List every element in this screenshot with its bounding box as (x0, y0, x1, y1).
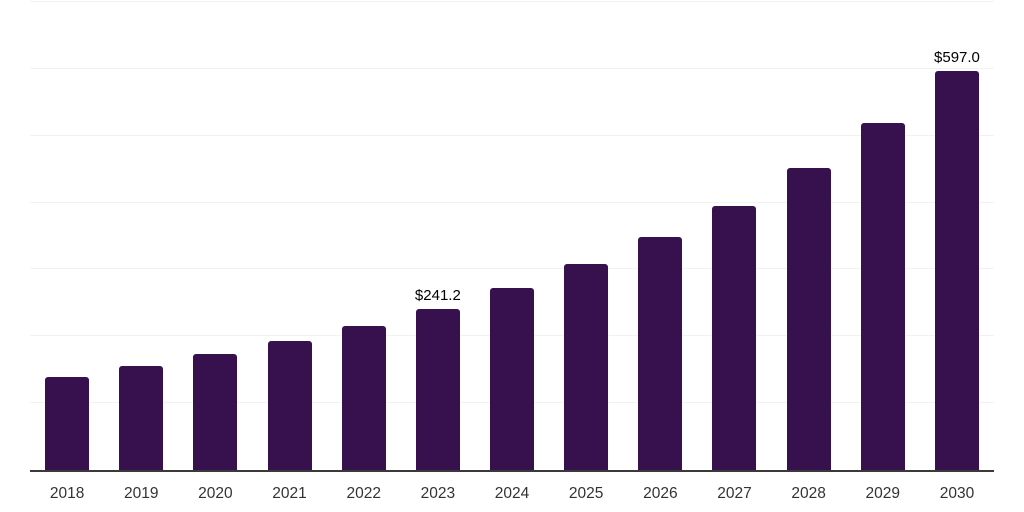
x-tick-label-2022: 2022 (346, 485, 381, 502)
bar-slot-2028 (772, 2, 846, 470)
bar-2022 (341, 325, 386, 470)
bar-2028 (786, 168, 831, 470)
bar-slot-2025 (549, 2, 623, 470)
bar-slot-2021 (252, 2, 326, 470)
bar-slot-2029 (846, 2, 920, 470)
x-tick-label-2020: 2020 (198, 485, 233, 502)
bar-slot-2023: $241.2 (401, 2, 475, 470)
x-tick-label-2019: 2019 (123, 485, 159, 502)
x-tick-label-2030: 2030 (939, 485, 975, 502)
x-axis-line (30, 470, 994, 472)
bar-2027 (712, 206, 757, 470)
x-tick-label-2027: 2027 (717, 485, 752, 502)
x-tick-label-2018: 2018 (49, 485, 85, 502)
gridline-600 (30, 67, 994, 69)
bar-value-label-2030: $597.0 (934, 48, 980, 66)
bar-slot-2022 (327, 2, 401, 470)
bar-2024 (490, 288, 535, 470)
plot-area: $241.2 $597.0 (30, 1, 994, 472)
gridline-400 (30, 201, 994, 203)
bar-2018 (45, 376, 90, 470)
bar-2020 (193, 354, 238, 470)
bar-slot-2019 (104, 2, 178, 470)
bar-slot-2030: $597.0 (920, 2, 994, 470)
bar-2029 (860, 123, 905, 470)
bar-slot-2020 (178, 2, 252, 470)
bar-2026 (638, 236, 683, 470)
bar-2021 (267, 340, 312, 470)
x-tick-label-2021: 2021 (272, 485, 307, 502)
gridline-500 (30, 134, 994, 136)
x-tick-label-2025: 2025 (568, 485, 604, 502)
bar-slot-2024 (475, 2, 549, 470)
bar-2030 (934, 70, 979, 470)
bar-slot-2018 (30, 2, 104, 470)
bar-value-label-2023: $241.2 (414, 286, 461, 304)
bars-container: $241.2 $597.0 (30, 2, 994, 470)
bar-2025 (564, 264, 609, 470)
bar-2023 (415, 308, 460, 470)
x-tick-label-2024: 2024 (494, 485, 530, 502)
bar-slot-2026 (623, 2, 697, 470)
x-tick-label-2028: 2028 (791, 485, 826, 502)
x-axis-tick-labels: 2018 2019 2020 2021 2022 2023 2024 2025 2026 2027… (30, 472, 994, 503)
gridline-300 (30, 268, 994, 270)
x-tick-label-2029: 2029 (865, 485, 901, 502)
bar-2019 (119, 366, 164, 470)
gridline-700 (30, 1, 994, 2)
x-tick-label-2026: 2026 (643, 485, 678, 502)
bar-slot-2027 (697, 2, 771, 470)
x-tick-label-2023: 2023 (420, 485, 456, 502)
